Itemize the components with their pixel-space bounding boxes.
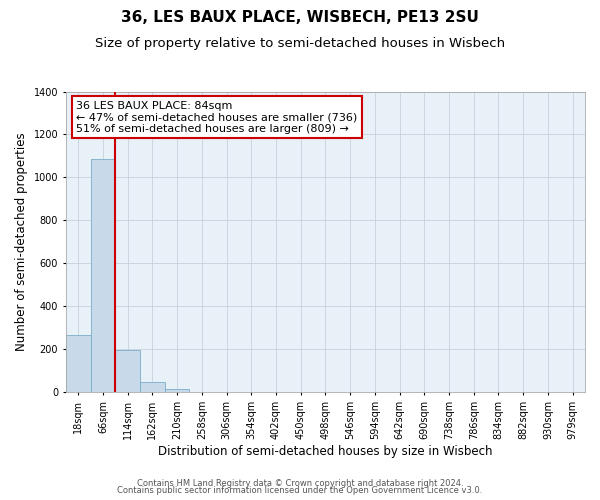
Bar xyxy=(66,335,91,392)
Bar xyxy=(165,388,190,392)
Text: 36 LES BAUX PLACE: 84sqm
← 47% of semi-detached houses are smaller (736)
51% of : 36 LES BAUX PLACE: 84sqm ← 47% of semi-d… xyxy=(76,100,358,134)
Text: 36, LES BAUX PLACE, WISBECH, PE13 2SU: 36, LES BAUX PLACE, WISBECH, PE13 2SU xyxy=(121,10,479,25)
Text: Contains HM Land Registry data © Crown copyright and database right 2024.: Contains HM Land Registry data © Crown c… xyxy=(137,478,463,488)
Text: Size of property relative to semi-detached houses in Wisbech: Size of property relative to semi-detach… xyxy=(95,38,505,51)
Bar xyxy=(140,382,165,392)
Bar xyxy=(115,350,140,392)
X-axis label: Distribution of semi-detached houses by size in Wisbech: Distribution of semi-detached houses by … xyxy=(158,444,493,458)
Bar xyxy=(91,159,115,392)
Text: Contains public sector information licensed under the Open Government Licence v3: Contains public sector information licen… xyxy=(118,486,482,495)
Y-axis label: Number of semi-detached properties: Number of semi-detached properties xyxy=(15,132,28,351)
